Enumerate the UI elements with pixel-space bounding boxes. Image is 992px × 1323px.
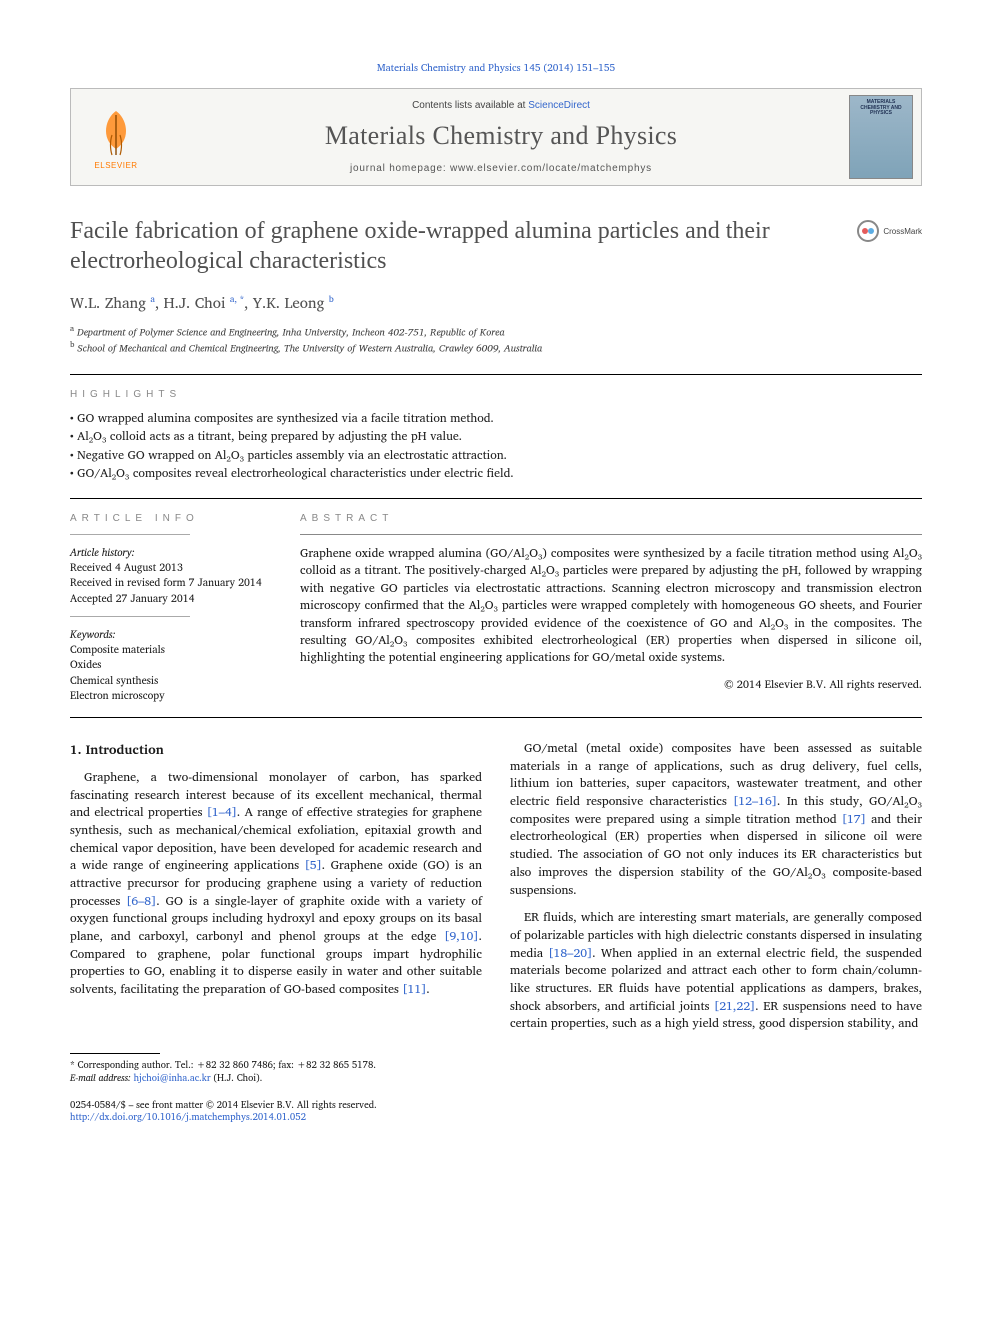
article-history: Article history: Received 4 August 2013 …: [70, 545, 270, 606]
divider: [70, 374, 922, 375]
homepage-label: journal homepage:: [350, 163, 450, 174]
divider: [70, 616, 190, 617]
publisher-logo-cell: ELSEVIER: [71, 89, 161, 185]
highlights-section: HIGHLIGHTS GO wrapped alumina composites…: [70, 389, 922, 484]
body-text: .: [426, 979, 429, 999]
citation-ref[interactable]: [11]: [402, 979, 426, 999]
doi-link[interactable]: http://dx.doi.org/10.1016/j.matchemphys.…: [70, 1110, 306, 1125]
author-email-link[interactable]: hjchoi@inha.ac.kr: [134, 1071, 211, 1086]
article-body: 1. Introduction Graphene, a two-dimensio…: [70, 740, 922, 1033]
sciencedirect-link[interactable]: ScienceDirect: [528, 100, 590, 111]
elsevier-tree-icon: [92, 105, 140, 159]
divider: [70, 498, 922, 499]
homepage-url: www.elsevier.com/locate/matchemphys: [450, 163, 652, 174]
section-title: Introduction: [86, 738, 164, 760]
abstract-label: ABSTRACT: [300, 513, 922, 524]
article-info-label: ARTICLE INFO: [70, 513, 270, 524]
highlight-item: Al₂O₃ colloid acts as a titrant, being p…: [70, 428, 922, 447]
email-attribution: (H.J. Choi).: [213, 1071, 262, 1086]
highlight-item: GO/Al₂O₃ composites reveal electrorheolo…: [70, 465, 922, 484]
highlight-item: GO wrapped alumina composites are synthe…: [70, 410, 922, 429]
copyright-line: © 2014 Elsevier B.V. All rights reserved…: [300, 675, 922, 693]
authors-line: W.L. Zhang a, H.J. Choi a, *, Y.K. Leong…: [70, 290, 922, 315]
journal-name: Materials Chemistry and Physics: [325, 121, 677, 151]
highlights-label: HIGHLIGHTS: [70, 389, 922, 400]
crossmark-label: CrossMark: [883, 227, 922, 236]
keywords-block: Keywords: Composite materialsOxidesChemi…: [70, 627, 270, 703]
affiliation: b School of Mechanical and Chemical Engi…: [70, 339, 922, 355]
keyword: Electron microscopy: [70, 688, 270, 703]
footnote-divider: [70, 1053, 160, 1054]
contents-lists-line: Contents lists available at ScienceDirec…: [412, 100, 590, 111]
body-paragraph: Graphene, a two-dimensional monolayer of…: [70, 769, 482, 999]
contents-prefix: Contents lists available at: [412, 100, 528, 111]
journal-homepage-line: journal homepage: www.elsevier.com/locat…: [350, 163, 652, 174]
elsevier-wordmark: ELSEVIER: [94, 161, 137, 170]
body-paragraph: ER fluids, which are interesting smart m…: [510, 909, 922, 1033]
journal-cover-thumbnail: MATERIALS CHEMISTRY AND PHYSICS: [849, 95, 913, 179]
section-number: 1.: [70, 738, 82, 760]
abstract-text: Graphene oxide wrapped alumina (GO/Al₂O₃…: [300, 545, 922, 667]
body-paragraph: GO/metal (metal oxide) composites have b…: [510, 740, 922, 899]
page-footer: 0254-0584/$ – see front matter © 2014 El…: [70, 1100, 922, 1126]
divider: [70, 534, 190, 535]
section-heading-introduction: 1. Introduction: [70, 740, 482, 759]
article-title: Facile fabrication of graphene oxide-wra…: [70, 216, 922, 276]
journal-citation: Materials Chemistry and Physics 145 (201…: [70, 60, 922, 76]
elsevier-logo: ELSEVIER: [81, 97, 151, 177]
accepted-date: Accepted 27 January 2014: [70, 591, 270, 606]
email-label: E-mail address:: [70, 1071, 131, 1086]
divider: [300, 534, 922, 535]
journal-banner: ELSEVIER Contents lists available at Sci…: [70, 88, 922, 186]
cover-thumb-title: MATERIALS CHEMISTRY AND PHYSICS: [852, 100, 910, 117]
crossmark-badge[interactable]: CrossMark: [857, 220, 922, 242]
divider: [70, 717, 922, 718]
affiliation: a Department of Polymer Science and Engi…: [70, 323, 922, 339]
highlight-item: Negative GO wrapped on Al₂O₃ particles a…: [70, 447, 922, 466]
footnotes: * Corresponding author. Tel.: +82 32 860…: [70, 1060, 922, 1086]
crossmark-icon: [857, 220, 879, 242]
